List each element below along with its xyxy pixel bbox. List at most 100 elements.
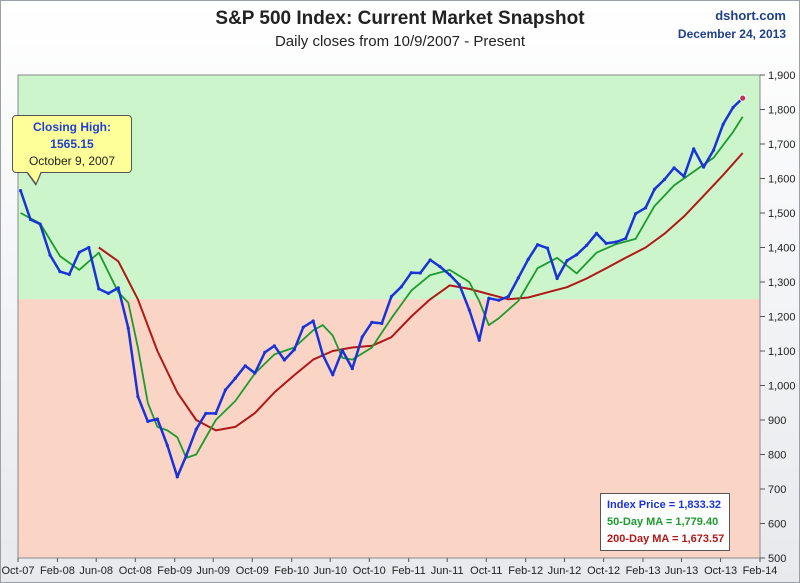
y-tick-label: 1,500 <box>768 208 796 220</box>
price-point <box>301 325 305 329</box>
price-point <box>126 326 130 330</box>
y-tick-label: 700 <box>768 484 786 496</box>
callout-date: October 9, 2007 <box>28 154 116 168</box>
y-tick-label: 1,800 <box>768 105 796 117</box>
price-point <box>575 253 579 257</box>
x-tick-label: Oct-08 <box>119 565 152 577</box>
price-point <box>594 231 599 235</box>
price-point <box>67 272 71 277</box>
price-point <box>165 443 169 448</box>
price-point <box>418 271 422 275</box>
price-point <box>662 177 667 182</box>
legend-box: Index Price = 1,833.32 50-Day MA = 1,779… <box>600 493 730 551</box>
price-point <box>409 271 413 275</box>
x-tick-label: Jun-11 <box>431 565 464 577</box>
price-point <box>457 283 461 287</box>
ma200-line <box>98 152 744 432</box>
legend-ma50: 50-Day MA = 1,779.40 <box>607 516 719 528</box>
price-point <box>194 427 198 431</box>
y-tick-label: 1,200 <box>768 312 796 324</box>
price-point <box>584 243 589 248</box>
price-point <box>311 319 315 323</box>
x-tick-label: Oct-10 <box>353 565 386 577</box>
y-tick-label: 900 <box>768 415 786 427</box>
zone-above-band <box>18 75 760 300</box>
callout-value: 1565.15 <box>50 137 94 151</box>
price-point <box>350 366 354 371</box>
price-point <box>340 348 344 352</box>
price-point <box>58 270 62 274</box>
y-tick-label: 1,000 <box>768 381 796 393</box>
price-point <box>253 371 257 375</box>
y-tick-label: 1,700 <box>768 139 796 151</box>
price-point <box>692 147 696 151</box>
x-tick-label: Jun-08 <box>79 565 113 577</box>
y-tick-label: 800 <box>768 450 786 462</box>
price-point <box>652 187 657 191</box>
price-point <box>604 241 608 245</box>
x-tick-label: Oct-11 <box>470 565 502 577</box>
price-point <box>38 222 42 226</box>
price-point <box>175 475 179 479</box>
price-point <box>223 388 227 392</box>
y-tick-label: 1,300 <box>768 277 796 289</box>
price-point <box>389 294 394 299</box>
chart-subtitle: Daily closes from 10/9/2007 - Present <box>274 33 526 50</box>
price-point <box>477 338 481 342</box>
date-label: December 24, 2013 <box>677 27 786 41</box>
price-point <box>155 417 160 421</box>
price-point <box>292 348 296 352</box>
x-tick-label: Feb-13 <box>626 565 661 577</box>
price-point <box>399 285 403 289</box>
price-point <box>214 411 218 416</box>
price-point <box>711 148 716 152</box>
price-point <box>506 294 510 299</box>
price-point <box>467 308 471 312</box>
callout-tail-inner <box>27 171 41 183</box>
x-tick-label: Jun-12 <box>548 565 582 577</box>
source-label: dshort.com <box>715 8 786 23</box>
price-point <box>565 259 569 263</box>
legend-ma200: 200-Day MA = 1,673.57 <box>607 533 725 545</box>
price-point <box>97 287 101 291</box>
chart-title: S&P 500 Index: Current Market Snapshot <box>215 8 585 29</box>
price-point <box>18 188 23 193</box>
x-tick-label: Feb-12 <box>508 565 543 577</box>
x-tick-label: Oct-12 <box>587 565 620 577</box>
x-tick-label: Jun-10 <box>313 565 347 577</box>
price-point <box>535 243 540 247</box>
x-tick-label: Oct-09 <box>236 565 269 577</box>
price-point <box>233 376 237 380</box>
price-point <box>331 373 335 377</box>
price-point <box>672 166 676 170</box>
last-price-marker <box>739 94 747 102</box>
y-tick-label: 1,600 <box>768 174 796 186</box>
price-point <box>731 105 735 110</box>
x-tick-label: Jun-13 <box>665 565 699 577</box>
x-tick-label: Oct-07 <box>1 565 34 577</box>
price-point <box>428 258 432 262</box>
price-point <box>243 364 247 368</box>
x-tick-label: Feb-09 <box>157 565 192 577</box>
price-point <box>370 320 374 324</box>
x-tick-label: Oct-13 <box>704 565 737 577</box>
legend-price: Index Price = 1,833.32 <box>607 499 722 511</box>
price-point <box>380 321 384 325</box>
callout-label: Closing High: <box>33 120 111 134</box>
price-point <box>721 122 725 126</box>
price-point <box>438 264 442 269</box>
y-tick-label: 1,900 <box>768 70 796 82</box>
x-tick-label: Jun-09 <box>196 565 230 577</box>
x-tick-label: Feb-10 <box>274 565 309 577</box>
x-tick-label: Feb-14 <box>743 565 778 577</box>
x-tick-label: Feb-11 <box>392 565 426 577</box>
closing-high-callout: Closing High: 1565.15 October 9, 2007 <box>12 115 132 173</box>
price-point <box>146 419 150 423</box>
price-point <box>643 206 648 210</box>
y-tick-label: 600 <box>768 519 786 531</box>
price-point <box>497 298 501 302</box>
price-point <box>106 291 110 295</box>
price-point <box>448 273 452 277</box>
x-tick-label: Feb-08 <box>40 565 75 577</box>
